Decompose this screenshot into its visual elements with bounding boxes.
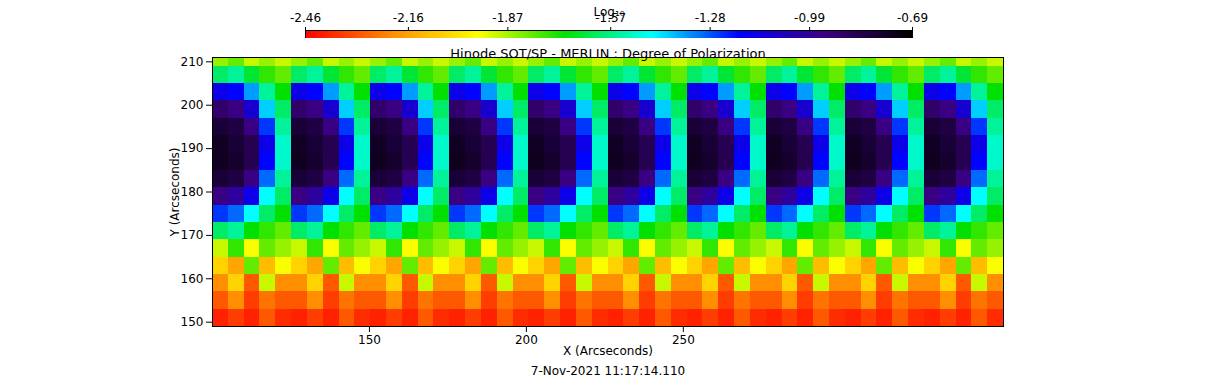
svg-text:Log₁₀: Log₁₀ [593, 5, 624, 19]
svg-text:210: 210 [181, 55, 204, 69]
svg-text:200: 200 [515, 333, 538, 347]
svg-text:Y (Arcseconds): Y (Arcseconds) [168, 147, 182, 237]
svg-text:180: 180 [181, 185, 204, 199]
svg-text:-0.69: -0.69 [897, 11, 928, 25]
svg-text:-2.16: -2.16 [393, 11, 424, 25]
svg-text:170: 170 [181, 228, 204, 242]
svg-text:7-Nov-2021 11:17:14.110: 7-Nov-2021 11:17:14.110 [531, 364, 685, 378]
svg-text:200: 200 [181, 98, 204, 112]
svg-text:-1.28: -1.28 [695, 11, 726, 25]
svg-text:250: 250 [672, 333, 695, 347]
svg-text:-1.87: -1.87 [492, 11, 523, 25]
svg-text:190: 190 [181, 141, 204, 155]
svg-text:X (Arcseconds): X (Arcseconds) [563, 344, 653, 358]
svg-text:150: 150 [181, 315, 204, 329]
svg-text:Hinode SOT/SP - MERLIN : Degre: Hinode SOT/SP - MERLIN : Degree of Polar… [450, 46, 765, 61]
svg-text:150: 150 [358, 333, 381, 347]
svg-text:-2.46: -2.46 [290, 11, 321, 25]
svg-text:-0.99: -0.99 [794, 11, 825, 25]
svg-text:160: 160 [181, 272, 204, 286]
